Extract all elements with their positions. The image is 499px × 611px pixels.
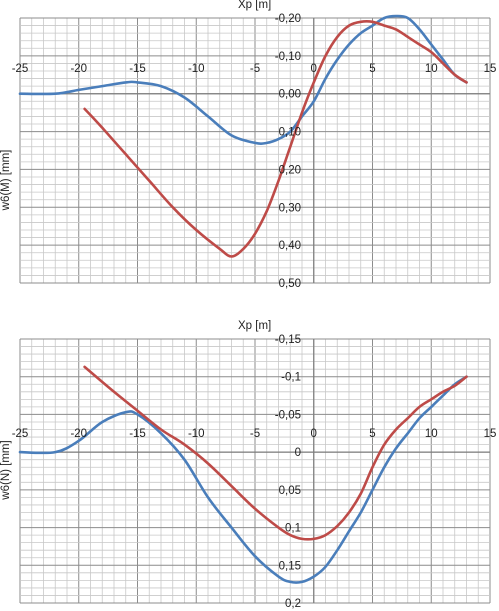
y-tick-label: -0,15	[275, 334, 301, 346]
x-tick-label: -15	[129, 63, 146, 75]
x-axis-title: Xp [m]	[238, 320, 271, 332]
y-tick-label: 0,00	[279, 89, 301, 101]
y-tick-label: -0,10	[275, 51, 301, 63]
x-tick-label: -25	[12, 63, 29, 75]
y-tick-label: 0,1	[285, 523, 301, 535]
x-tick-label: -25	[12, 428, 29, 440]
x-tick-label: 5	[369, 428, 375, 440]
x-tick-label: 0	[311, 63, 317, 75]
x-tick-label: 10	[425, 428, 438, 440]
x-tick-label: -10	[188, 428, 205, 440]
gridlines	[19, 17, 491, 284]
chart-panel-2: -25 -20 -15 -10 -5 0 5 10 15 -0,15 -0,1 -0,05 0 0,05 0…	[0, 320, 496, 610]
x-tick-label: -10	[188, 63, 205, 75]
y-tick-label: 0,50	[279, 278, 301, 290]
gridlines	[19, 338, 491, 604]
y-tick-label: 0,40	[279, 240, 301, 252]
y-axis-title: w6(M) [mm]	[0, 150, 12, 212]
y-tick-label: 0,05	[279, 485, 301, 497]
x-tick-label: 5	[369, 63, 375, 75]
y-tick-label: 0,10	[279, 127, 301, 139]
y-tick-label: 0	[295, 447, 301, 459]
x-tick-label: -5	[250, 428, 260, 440]
series-line-2	[83, 365, 468, 541]
x-tick-label: 15	[484, 63, 497, 75]
y-tick-label: 0,30	[279, 202, 301, 214]
y-tick-label: -0,05	[275, 409, 301, 421]
x-tick-label: 15	[484, 428, 497, 440]
x-tick-label: -5	[250, 63, 260, 75]
y-tick-label: -0,20	[275, 13, 301, 25]
y-axis-title: w6(N) [mm]	[0, 440, 12, 500]
x-tick-label: 10	[425, 63, 438, 75]
x-tick-label: -20	[70, 63, 87, 75]
x-tick-label: 0	[311, 428, 317, 440]
y-tick-label: 0,15	[279, 560, 301, 572]
x-axis-title: Xp [m]	[238, 0, 271, 11]
series-line-2	[83, 20, 468, 258]
y-tick-label: 0,2	[285, 598, 301, 610]
y-tick-label: 0,20	[279, 164, 301, 176]
series-line-1	[18, 375, 468, 584]
x-tick-label: -15	[129, 428, 146, 440]
x-tick-label: -20	[70, 428, 87, 440]
chart-panel-1: -25 -20 -15 -10 -5 0 5 10 15 -0,20 -0,10 0,00 0,10 0,…	[0, 0, 496, 290]
y-tick-label: -0,1	[281, 372, 301, 384]
